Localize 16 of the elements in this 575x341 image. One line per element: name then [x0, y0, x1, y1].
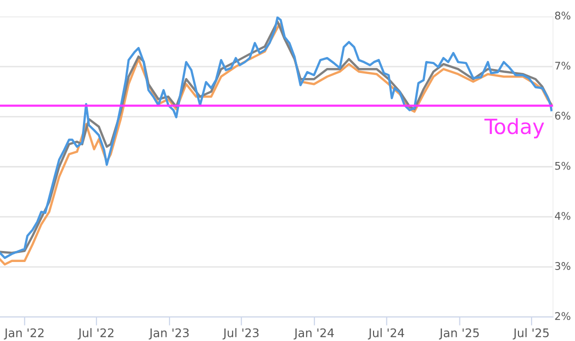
x-tick-label: Jan '25: [438, 328, 479, 340]
ref-line-label: Today: [484, 118, 544, 138]
x-tick-label: Jan '22: [4, 328, 44, 340]
x-tick-label: Jul '22: [78, 328, 114, 340]
y-tick-label: 4%: [554, 212, 570, 220]
x-tick-label: Jul '24: [368, 328, 404, 340]
y-tick-label: 8%: [555, 12, 570, 20]
y-tick-label: 2%: [555, 312, 570, 320]
x-tick-label: Jan '23: [148, 328, 189, 340]
x-tick-label: Jul '23: [222, 328, 259, 340]
x-tick-label: Jul '25: [512, 328, 549, 340]
y-tick-label: 6%: [555, 112, 570, 120]
x-tick-label: Jan '24: [294, 328, 334, 340]
y-tick-label: 3%: [555, 262, 570, 270]
y-tick-label: 7%: [555, 62, 570, 70]
y-tick-label: 5%: [555, 162, 570, 170]
